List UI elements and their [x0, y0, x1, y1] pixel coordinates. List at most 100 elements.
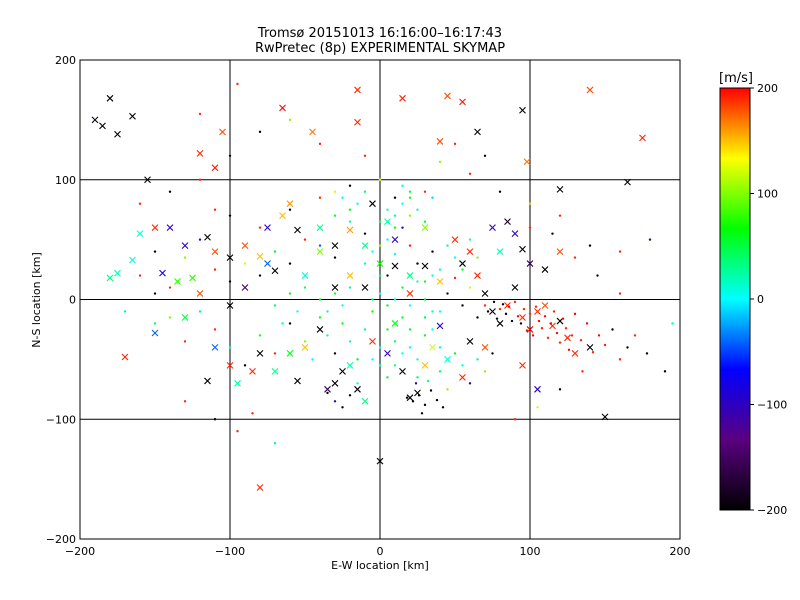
- data-point-x: [504, 218, 511, 226]
- data-point-x: [421, 262, 429, 270]
- data-point-dot: [386, 328, 389, 331]
- data-point-dot: [423, 280, 427, 283]
- data-point-x: [211, 248, 219, 255]
- data-point-x: [114, 269, 121, 277]
- data-point-x: [436, 278, 444, 285]
- data-point-dot: [243, 262, 247, 265]
- data-point-dot: [420, 412, 424, 415]
- data-point-dot: [611, 328, 614, 331]
- data-point-dot: [525, 329, 529, 332]
- data-point-dot: [393, 364, 397, 367]
- data-point-x: [264, 224, 271, 232]
- data-point-dot: [378, 220, 382, 223]
- data-point-dot: [513, 300, 517, 304]
- data-point-dot: [438, 310, 442, 313]
- data-point-dot: [393, 340, 397, 343]
- data-point-dot: [416, 262, 419, 265]
- data-point-x: [346, 361, 354, 369]
- data-point-x: [174, 278, 181, 285]
- data-point-dot: [438, 346, 442, 349]
- data-point-dot: [228, 346, 232, 349]
- data-point-dot: [579, 339, 583, 342]
- data-point-x: [399, 367, 406, 375]
- data-point-dot: [438, 268, 442, 271]
- data-point-dot: [378, 292, 382, 295]
- data-point-dot: [153, 322, 157, 325]
- data-point-dot: [416, 208, 419, 211]
- data-point-x: [316, 248, 324, 255]
- data-point-dot: [356, 202, 359, 205]
- data-point-dot: [423, 220, 427, 223]
- data-point-dot: [236, 430, 239, 433]
- data-point-dot: [333, 400, 337, 403]
- data-point-x: [474, 272, 481, 279]
- data-point-x: [511, 230, 519, 238]
- data-point-dot: [138, 274, 142, 277]
- data-point-x: [256, 253, 264, 260]
- data-point-dot: [303, 340, 307, 343]
- data-point-dot: [453, 352, 457, 355]
- data-point-dot: [318, 196, 322, 199]
- data-point-dot: [543, 315, 547, 318]
- data-point-dot: [588, 244, 592, 247]
- data-point-dot: [416, 376, 419, 379]
- data-point-dot: [570, 334, 574, 337]
- data-point-dot: [549, 322, 553, 325]
- data-point-dot: [492, 300, 496, 304]
- data-point-dot: [401, 202, 404, 205]
- data-point-x: [121, 353, 129, 361]
- data-point-dot: [581, 370, 584, 373]
- data-point-dot: [153, 250, 157, 253]
- data-point-dot: [513, 418, 517, 421]
- data-point-dot: [213, 268, 217, 271]
- data-point-x: [144, 176, 151, 184]
- data-point-dot: [435, 398, 439, 402]
- data-point-dot: [567, 348, 571, 351]
- x-tick-label: 200: [670, 545, 691, 558]
- data-point-x: [556, 185, 564, 193]
- data-point-x: [294, 226, 301, 234]
- data-point-x: [601, 413, 609, 421]
- data-point-dot: [558, 214, 562, 217]
- data-point-dot: [507, 305, 511, 308]
- data-point-dot: [198, 178, 202, 181]
- x-axis-ticks: −200 −100 0 100 200: [65, 545, 691, 558]
- data-point-x: [226, 302, 234, 309]
- data-point-dot: [183, 400, 187, 403]
- data-point-x: [204, 233, 211, 241]
- data-point-x: [241, 284, 249, 291]
- data-point-dot: [386, 208, 389, 211]
- data-point-x: [421, 361, 429, 369]
- x-axis-label: E-W location [km]: [331, 559, 429, 572]
- data-point-x: [129, 256, 136, 264]
- data-point-dot: [426, 379, 430, 383]
- data-point-dot: [633, 334, 637, 337]
- data-point-dot: [411, 400, 415, 403]
- data-point-dot: [483, 370, 487, 373]
- data-point-x: [189, 274, 196, 282]
- data-point-dot: [393, 196, 397, 199]
- data-point-dot: [671, 322, 674, 325]
- data-point-dot: [468, 238, 472, 241]
- data-point-dot: [168, 316, 172, 319]
- data-point-x: [324, 385, 331, 393]
- data-point-x: [459, 260, 466, 267]
- data-point-x: [354, 385, 361, 393]
- data-point-dot: [288, 322, 292, 325]
- data-point-dot: [408, 346, 412, 349]
- data-point-x: [226, 361, 234, 369]
- data-point-x: [181, 314, 189, 321]
- data-point-x: [519, 106, 526, 114]
- y-axis-label: N-S location [km]: [30, 252, 43, 348]
- data-point-dot: [213, 418, 217, 421]
- data-point-dot: [596, 274, 599, 277]
- data-point-dot: [296, 310, 299, 313]
- data-point-x: [346, 226, 354, 234]
- data-point-x: [361, 284, 369, 291]
- data-point-dot: [663, 370, 667, 373]
- data-point-dot: [258, 334, 262, 337]
- data-point-dot: [356, 358, 359, 361]
- data-point-x: [451, 236, 459, 244]
- data-point-x: [564, 334, 571, 342]
- data-point-x: [391, 236, 399, 244]
